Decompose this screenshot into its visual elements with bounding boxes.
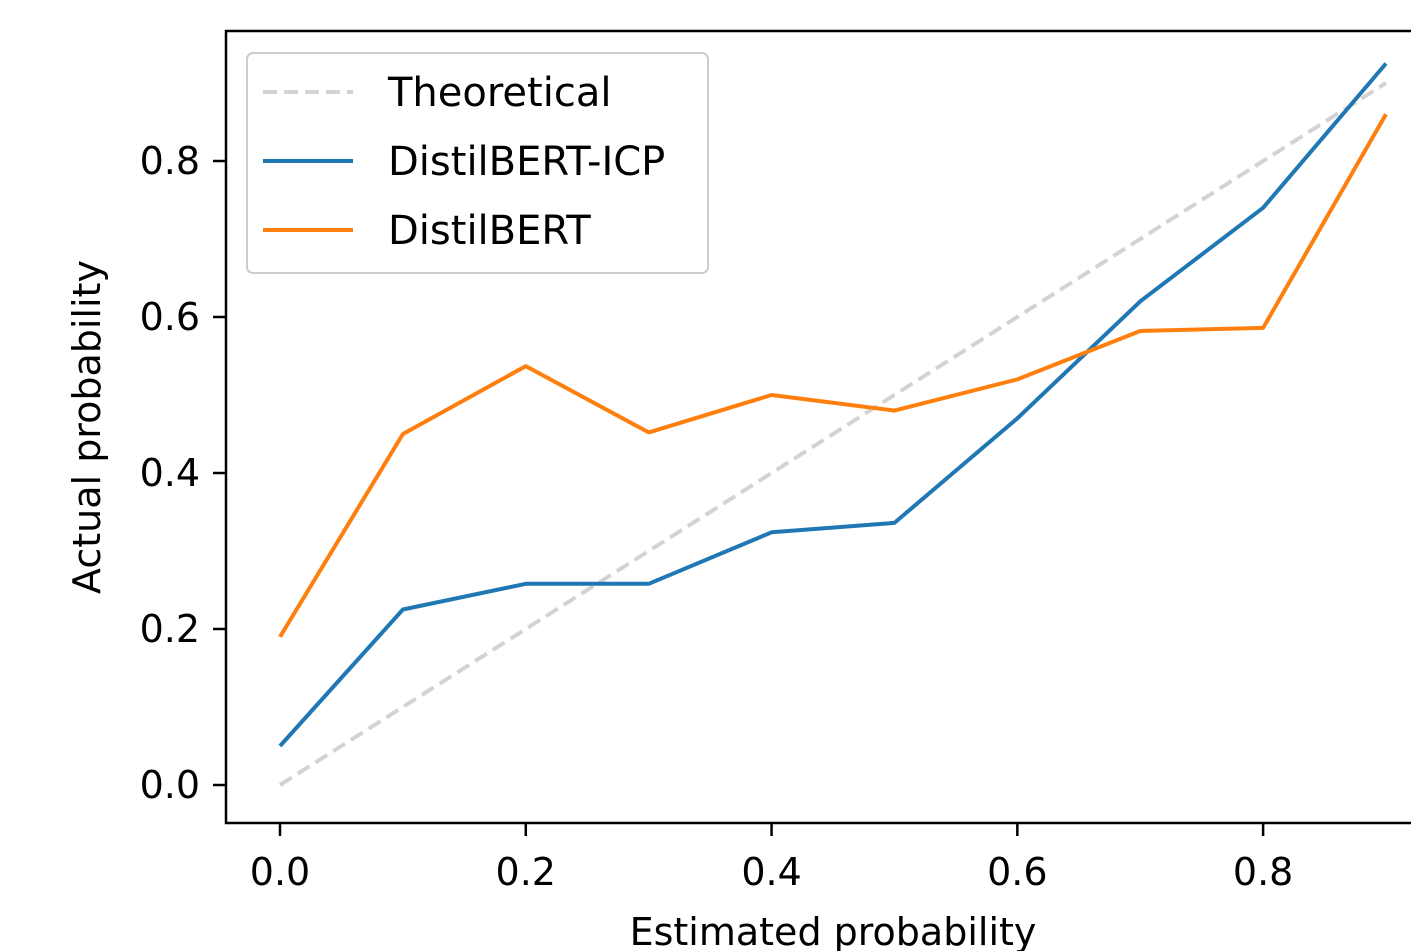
y-tick-label: 0.8	[140, 139, 200, 183]
series-line-2	[278, 113, 1388, 638]
y-tick-label: 0.0	[140, 763, 200, 807]
y-tick-label: 0.2	[140, 607, 200, 651]
legend: Theoretical DistilBERT-ICP DistilBERT	[246, 52, 709, 274]
x-tick-label: 0.2	[496, 850, 556, 894]
x-tick-label: 0.8	[1233, 850, 1293, 894]
y-axis-label: Actual probability	[65, 260, 109, 594]
x-tick-label: 0.0	[250, 850, 310, 894]
series-line-0	[278, 81, 1388, 787]
y-axis: 0.0 0.2 0.4 0.6 0.8	[140, 139, 226, 807]
x-tick-label: 0.6	[987, 850, 1047, 894]
legend-label-0: Theoretical	[387, 70, 611, 116]
y-tick-label: 0.4	[140, 451, 200, 495]
x-tick-label: 0.4	[741, 850, 801, 894]
legend-box	[246, 52, 709, 274]
series-layer	[278, 62, 1388, 787]
y-tick-label: 0.6	[140, 295, 200, 339]
plot-frame	[224, 29, 1411, 825]
x-axis: 0.0 0.2 0.4 0.6 0.8	[250, 823, 1293, 894]
legend-label-1: DistilBERT-ICP	[388, 139, 665, 185]
x-axis-label: Estimated probability	[630, 910, 1037, 951]
series-line-1	[278, 62, 1388, 748]
legend-label-2: DistilBERT	[388, 208, 591, 254]
